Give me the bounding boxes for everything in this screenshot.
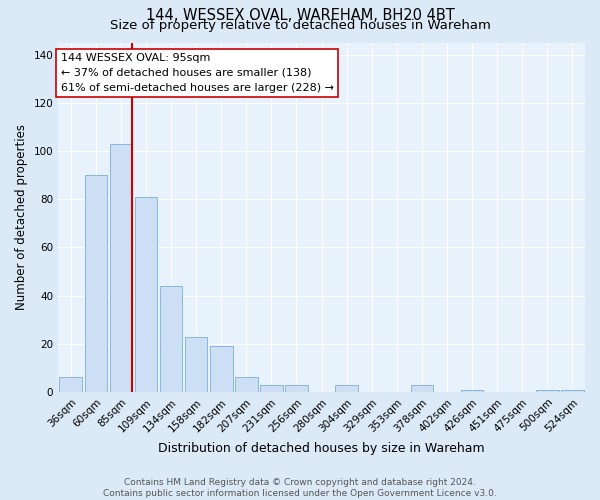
Text: Contains HM Land Registry data © Crown copyright and database right 2024.
Contai: Contains HM Land Registry data © Crown c… bbox=[103, 478, 497, 498]
Bar bbox=[260, 384, 283, 392]
Text: 144, WESSEX OVAL, WAREHAM, BH20 4BT: 144, WESSEX OVAL, WAREHAM, BH20 4BT bbox=[146, 8, 454, 22]
Bar bbox=[410, 384, 433, 392]
Bar bbox=[85, 175, 107, 392]
Bar bbox=[536, 390, 559, 392]
Bar bbox=[461, 390, 484, 392]
Bar bbox=[110, 144, 132, 392]
Bar bbox=[185, 336, 208, 392]
Bar bbox=[561, 390, 584, 392]
Text: Size of property relative to detached houses in Wareham: Size of property relative to detached ho… bbox=[110, 18, 490, 32]
Y-axis label: Number of detached properties: Number of detached properties bbox=[15, 124, 28, 310]
Bar bbox=[285, 384, 308, 392]
Bar bbox=[134, 196, 157, 392]
Text: 144 WESSEX OVAL: 95sqm
← 37% of detached houses are smaller (138)
61% of semi-de: 144 WESSEX OVAL: 95sqm ← 37% of detached… bbox=[61, 53, 334, 92]
X-axis label: Distribution of detached houses by size in Wareham: Distribution of detached houses by size … bbox=[158, 442, 485, 455]
Bar bbox=[335, 384, 358, 392]
Bar bbox=[210, 346, 233, 392]
Bar bbox=[235, 378, 257, 392]
Bar bbox=[59, 378, 82, 392]
Bar bbox=[160, 286, 182, 392]
